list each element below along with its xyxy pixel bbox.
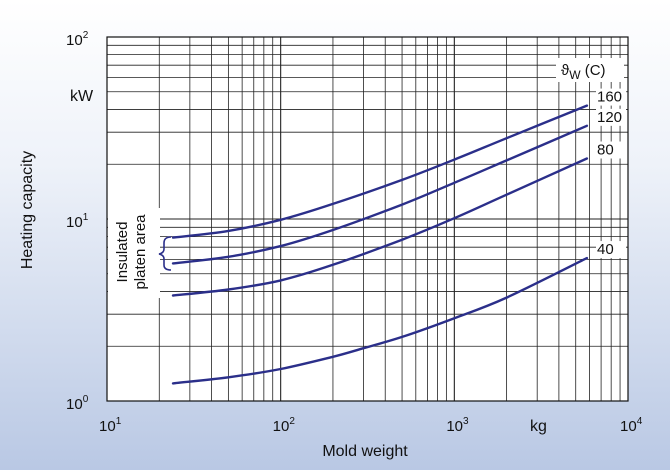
- series-label-40: 40: [597, 241, 614, 258]
- series-label-background: [596, 141, 626, 159]
- legend-unit: (C): [581, 62, 606, 79]
- x-tick-label: 103: [446, 416, 469, 435]
- svg-text:ϑW (C): ϑW (C): [561, 62, 606, 82]
- x-tick-label: 104: [620, 416, 643, 435]
- y-tick-label: 100: [66, 394, 89, 413]
- series-label-80: 80: [597, 141, 614, 158]
- annotation-background: [108, 208, 160, 298]
- curves: 160 120 80 40: [171, 88, 626, 385]
- series-line-160: [171, 104, 589, 239]
- x-axis-title: Mold weight: [322, 443, 408, 460]
- legend-title: ϑW (C): [556, 58, 624, 82]
- legend-symbol: ϑ: [561, 62, 570, 79]
- series-line-120: [171, 124, 589, 265]
- insulated-platen-annotation: Insulated platen area: [108, 208, 172, 298]
- annotation-brace: [158, 236, 172, 271]
- y-unit-label: kW: [70, 88, 94, 105]
- tick-labels: 101 102 103 104 100 101 102: [66, 30, 643, 435]
- series-line-40: [171, 256, 589, 385]
- series-label-120: 120: [597, 109, 622, 126]
- y-tick-label: 101: [66, 212, 89, 231]
- y-axis-title: Heating capacity: [19, 151, 36, 269]
- x-tick-label: 101: [99, 416, 122, 435]
- series-label-background: [596, 88, 626, 106]
- annotation-line-1: Insulated: [114, 222, 131, 283]
- y-tick-label: 102: [66, 30, 89, 49]
- series-line-80: [171, 157, 589, 297]
- plot-frame: [106, 36, 629, 402]
- series-label-160: 160: [597, 89, 622, 106]
- series-label-background: [596, 108, 626, 126]
- x-unit-label: kg: [530, 418, 547, 435]
- legend-title-background: [556, 58, 624, 82]
- legend-subscript: W: [569, 68, 581, 82]
- series-label-background: [596, 241, 626, 259]
- annotation-line-2: platen area: [132, 214, 149, 290]
- grid: [107, 37, 628, 401]
- x-tick-label: 102: [273, 416, 296, 435]
